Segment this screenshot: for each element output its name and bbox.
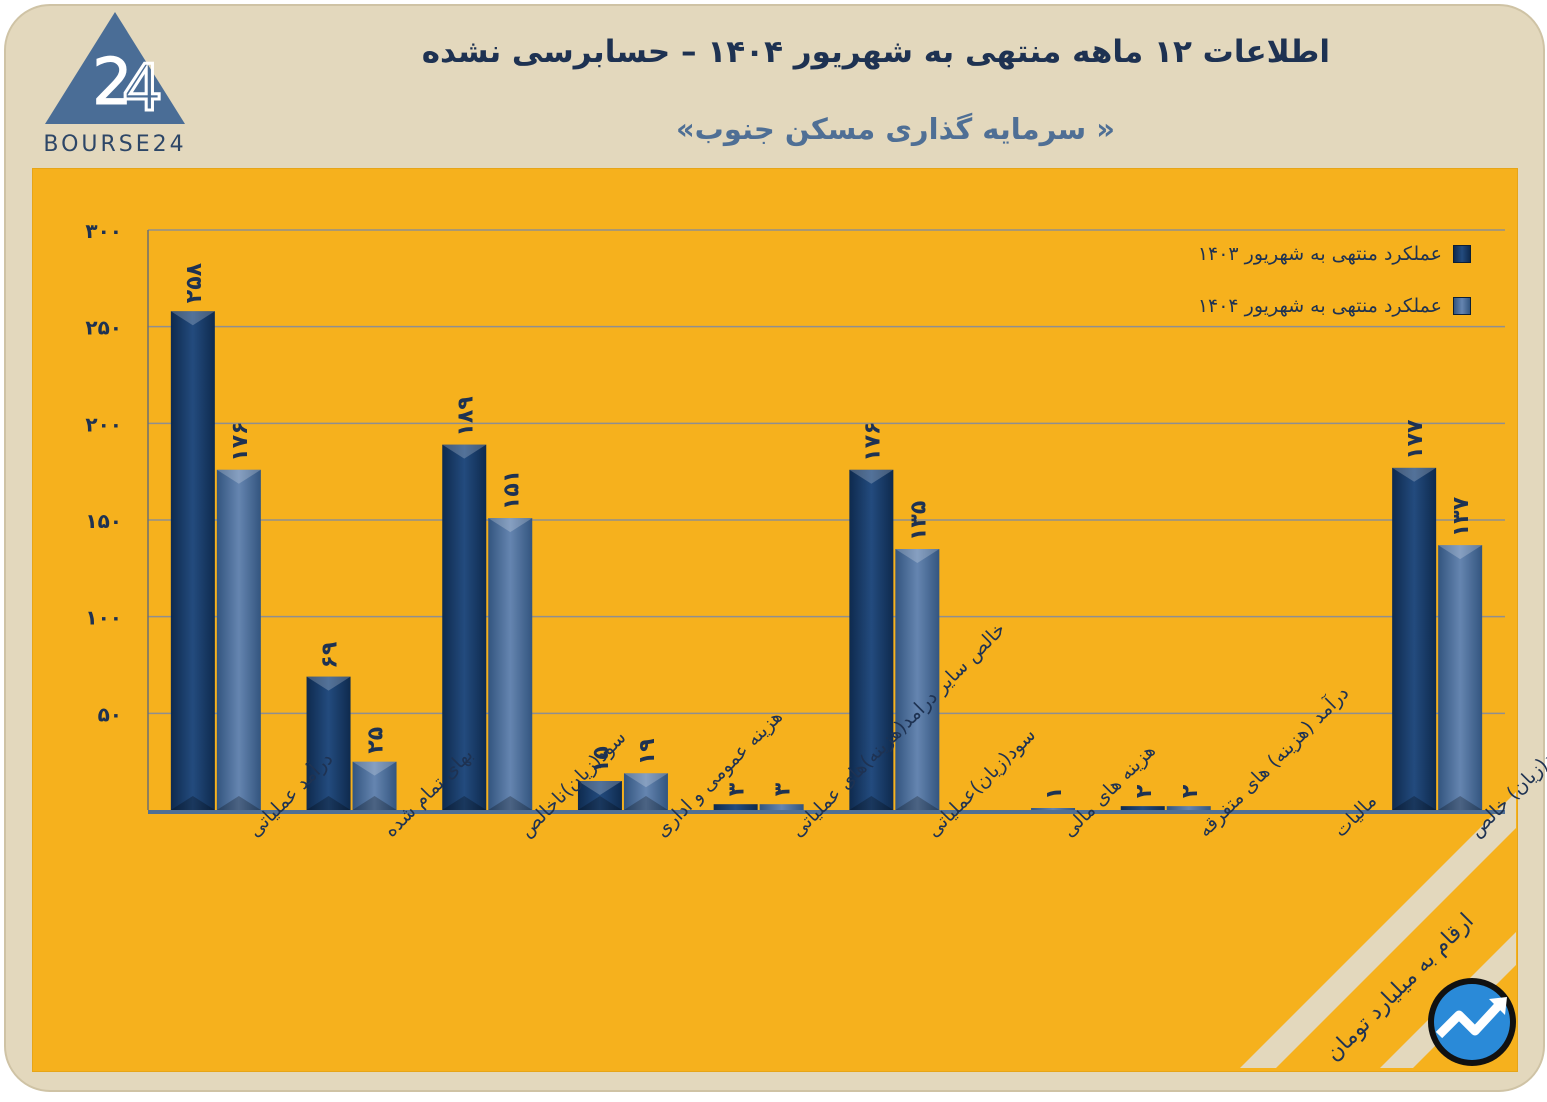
corner-stripe-1 (1240, 792, 1516, 1068)
bar-bevel-top (623, 773, 668, 788)
data-label: ۱ (1042, 787, 1067, 800)
legend-item-1404: عملکرد منتهی به شهریور ۱۴۰۴ (1100, 292, 1470, 320)
bar-1404 (1438, 545, 1483, 810)
legend-label-1403: عملکرد منتهی به شهریور ۱۴۰۳ (1197, 243, 1442, 265)
data-label: ۱۸۹ (453, 396, 478, 436)
data-label: ۲ (1132, 784, 1157, 798)
bar-bevel-bottom (623, 796, 668, 810)
category-label: درآمد (هزینه) های متفرقه (1192, 681, 1353, 842)
chart-legend: عملکرد منتهی به شهریور ۱۴۰۳ عملکرد منتهی… (1100, 240, 1470, 344)
data-label: ۱۷۷ (1403, 419, 1428, 460)
bar-1403 (849, 469, 894, 810)
data-label: ۲۵۸ (182, 262, 207, 303)
bar-bevel-bottom (1392, 796, 1437, 810)
bourse24-logo-icon: 2 4 (45, 12, 185, 128)
legend-swatch-1403 (1454, 246, 1470, 262)
bar-bevel-bottom (849, 796, 894, 810)
data-label: ۱۵۱ (499, 470, 524, 510)
bar-bevel-top (170, 311, 215, 326)
data-label: ۱۷۶ (860, 421, 885, 461)
bar-1403 (1392, 467, 1437, 810)
bar-1404 (759, 804, 804, 810)
category-label: هزینه عمومی و اداری (651, 706, 787, 842)
bar-1404 (1031, 808, 1076, 810)
svg-text:2: 2 (92, 46, 133, 120)
y-tick-label: ۲۰۰ (85, 412, 122, 436)
bar-1404 (895, 549, 940, 810)
bar-1404 (352, 761, 397, 810)
category-label: مالیات (1329, 790, 1381, 842)
bar-bevel-bottom (895, 796, 940, 810)
y-tick-label: ۱۰۰ (85, 606, 122, 630)
legend-swatch-1404 (1454, 298, 1470, 314)
bar-1403 (1120, 806, 1165, 810)
logo-text: BOURSE24 (43, 132, 187, 157)
data-label: ۱۵ (589, 746, 614, 773)
y-tick-label: ۵۰ (98, 702, 122, 726)
bar-bevel-top (488, 518, 533, 533)
data-label: ۳ (771, 782, 796, 796)
bar-1403 (577, 781, 622, 810)
bar-bevel-top (849, 469, 894, 484)
bar-bevel-bottom (216, 796, 261, 810)
bar-1404 (1166, 806, 1211, 810)
bar-bevel-bottom (442, 796, 487, 810)
data-label: ۳ (725, 782, 750, 796)
legend-label-1404: عملکرد منتهی به شهریور ۱۴۰۴ (1197, 295, 1442, 317)
bar-1403 (713, 804, 758, 810)
bar-bevel-bottom (306, 796, 351, 810)
data-label: ۱۳۵ (906, 501, 931, 541)
bar-1404 (488, 518, 533, 810)
bar-bevel-bottom (577, 796, 622, 810)
data-label: ۶۹ (318, 642, 343, 669)
bar-1403 (442, 444, 487, 810)
bar-bevel-bottom (488, 796, 533, 810)
bar-bevel-bottom (352, 796, 397, 810)
page-subtitle: « سرمایه گذاری مسکن جنوب» (675, 112, 1115, 146)
bar-bevel-top (442, 444, 487, 459)
bar-bevel-bottom (170, 796, 215, 810)
data-label: ۲ (1178, 784, 1203, 798)
trend-arrow-badge-icon (1428, 978, 1516, 1066)
bar-1403 (306, 676, 351, 810)
y-tick-label: ۱۵۰ (85, 509, 122, 533)
page-title: اطلاعات ۱۲ ماهه منتهی به شهریور ۱۴۰۴ – ح… (421, 34, 1330, 70)
data-label: ۱۷۶ (228, 421, 253, 461)
bar-bevel-top (216, 469, 261, 484)
x-axis-line (148, 810, 1505, 814)
bar-1404 (216, 469, 261, 810)
svg-text:4: 4 (122, 52, 163, 126)
data-label: ۲۵ (364, 727, 389, 754)
data-label: ۱۳۷ (1449, 496, 1474, 537)
category-label: سود(زیان)عملیاتی (922, 724, 1040, 842)
bar-bevel-top (352, 761, 397, 776)
y-tick-label: ۲۵۰ (85, 316, 122, 340)
data-label: ۱۹ (635, 738, 660, 765)
y-tick-label: ۳۰۰ (85, 219, 122, 243)
bar-1404 (623, 773, 668, 810)
bar-bevel-bottom (1438, 796, 1483, 810)
bar-1403 (170, 311, 215, 810)
bar-bevel-top (577, 781, 622, 795)
bar-bevel-top (306, 676, 351, 691)
bar-bevel-top (1438, 545, 1483, 560)
bar-bevel-top (1392, 467, 1437, 482)
bar-bevel-top (895, 549, 940, 563)
legend-item-1403: عملکرد منتهی به شهریور ۱۴۰۳ (1100, 240, 1470, 268)
chart-panel (32, 168, 1518, 1072)
